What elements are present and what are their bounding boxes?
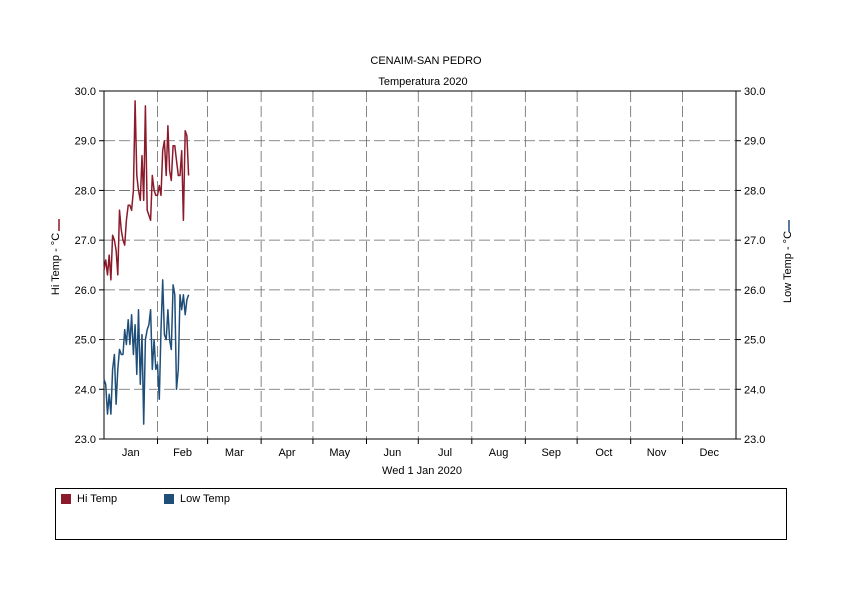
y-tick-label-right: 26.0 xyxy=(744,285,765,297)
axis-ticks: 23.0 23.0 24.0 24.0 25.0 25.0 26.0 26.0 27.0 27.0… xyxy=(75,86,766,459)
y-axis-label-right: Low Temp - °C xyxy=(782,231,794,303)
x-tick-label: Apr xyxy=(278,447,295,459)
legend-swatch-low-temp xyxy=(164,494,174,504)
y-tick-label-left: 24.0 xyxy=(75,384,96,396)
y-tick-label-left: 28.0 xyxy=(75,185,96,197)
y-tick-label-right: 29.0 xyxy=(744,136,765,148)
series-line-hi-temp xyxy=(103,100,190,281)
legend-item-low-temp: Low Temp xyxy=(164,493,230,505)
x-tick-label: Jan xyxy=(122,447,140,459)
x-tick-label: Dec xyxy=(699,447,719,459)
legend-item-hi-temp: Hi Temp xyxy=(61,493,117,505)
legend-label-hi-temp: Hi Temp xyxy=(77,493,118,505)
y-tick-label-right: 30.0 xyxy=(744,86,765,98)
x-tick-label: Sep xyxy=(541,447,561,459)
y-tick-label-right: 24.0 xyxy=(744,384,765,396)
legend-swatch-hi-temp xyxy=(61,494,71,504)
x-axis-label: Wed 1 Jan 2020 xyxy=(382,465,462,477)
series-line-low-temp xyxy=(103,279,190,425)
grid-lines xyxy=(104,91,736,439)
y-tick-label-left: 25.0 xyxy=(75,335,96,347)
y-tick-label-left: 30.0 xyxy=(75,86,96,98)
legend-label-low-temp: Low Temp xyxy=(180,493,230,505)
y-tick-label-right: 25.0 xyxy=(744,335,765,347)
chart-title: CENAIM-SAN PEDRO xyxy=(370,55,482,67)
y-axis-label-left: Hi Temp - °C xyxy=(50,233,62,295)
y-tick-label-left: 29.0 xyxy=(75,136,96,148)
y-tick-label-left: 23.0 xyxy=(75,434,96,446)
y-tick-label-left: 26.0 xyxy=(75,285,96,297)
y-tick-label-right: 27.0 xyxy=(744,235,765,247)
x-tick-label: Nov xyxy=(647,447,667,459)
x-tick-label: Feb xyxy=(173,447,192,459)
y-tick-label-right: 28.0 xyxy=(744,185,765,197)
x-tick-label: Aug xyxy=(489,447,509,459)
chart-subtitle: Temperatura 2020 xyxy=(378,76,467,88)
legend: Hi Temp Low Temp xyxy=(55,488,787,540)
series-lines xyxy=(103,100,190,425)
plot-frame xyxy=(103,90,737,440)
x-tick-label: May xyxy=(329,447,350,459)
y-tick-label-left: 27.0 xyxy=(75,235,96,247)
y-tick-label-right: 23.0 xyxy=(744,434,765,446)
x-tick-label: Oct xyxy=(595,447,612,459)
x-tick-label: Jun xyxy=(383,447,401,459)
x-tick-label: Jul xyxy=(438,447,452,459)
x-tick-label: Mar xyxy=(225,447,244,459)
